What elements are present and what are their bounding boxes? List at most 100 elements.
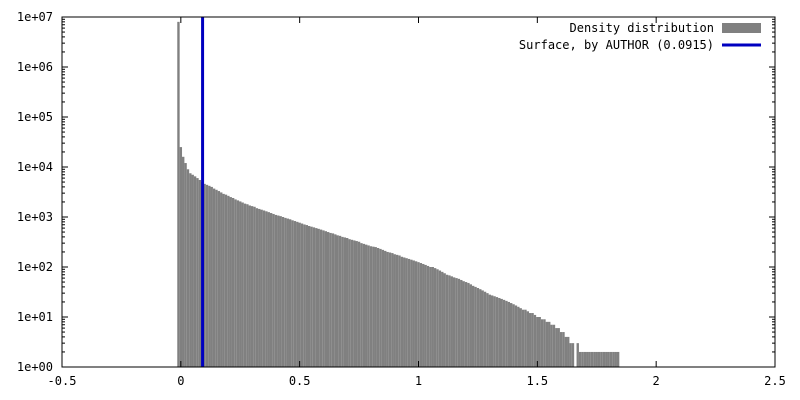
histogram-bar <box>250 206 254 367</box>
histogram-bar <box>317 228 320 367</box>
histogram-bar <box>217 191 221 367</box>
histogram-bar <box>177 21 180 367</box>
histogram-bar <box>331 233 335 367</box>
histogram-bar <box>191 174 194 367</box>
histogram-bar <box>557 328 560 367</box>
histogram-bar <box>182 156 185 367</box>
histogram-bar <box>586 351 589 367</box>
histogram-bar <box>346 238 349 367</box>
histogram-bar <box>507 301 511 367</box>
histogram-bar <box>224 194 228 367</box>
histogram-bar <box>571 343 575 367</box>
histogram-bar <box>433 268 437 367</box>
histogram-bar <box>381 249 385 367</box>
histogram-bar <box>550 324 553 367</box>
histogram-bar <box>600 351 603 367</box>
histogram-bar <box>452 277 456 367</box>
histogram-bar <box>184 163 187 367</box>
y-tick-label: 1e+03 <box>17 210 53 224</box>
legend-label: Surface, by AUTHOR (0.0915) <box>519 38 714 52</box>
histogram-bar <box>555 328 558 367</box>
histogram-bar <box>562 332 565 367</box>
histogram-bar <box>500 298 503 367</box>
histogram-bar <box>578 351 582 367</box>
histogram-bar <box>559 332 563 367</box>
histogram-bar <box>267 212 270 367</box>
histogram-bar <box>438 270 442 367</box>
y-tick-label: 1e+05 <box>17 110 53 124</box>
histogram-bar <box>429 267 432 367</box>
histogram-bar <box>581 351 584 367</box>
y-tick-label: 1e+01 <box>17 310 53 324</box>
histogram-bar <box>293 221 297 367</box>
histogram-bar <box>305 225 308 367</box>
histogram-bar <box>405 258 408 367</box>
histogram-bar <box>564 336 568 367</box>
histogram-bar <box>353 240 356 367</box>
histogram-bar <box>231 197 235 367</box>
histogram-bar <box>291 220 294 367</box>
histogram-bar <box>469 284 472 367</box>
histogram-bar <box>424 264 427 367</box>
histogram-bar <box>362 243 366 367</box>
histogram-bar <box>189 173 192 367</box>
histogram-bar <box>374 247 377 367</box>
x-tick-label: 0 <box>177 374 184 388</box>
histogram-bar <box>462 281 465 367</box>
histogram-bar <box>255 208 259 367</box>
histogram-bar <box>179 147 183 367</box>
histogram-bar <box>246 204 249 367</box>
histogram-bar <box>529 313 532 367</box>
histogram-bar <box>312 227 316 367</box>
y-tick-label: 1e+04 <box>17 160 53 174</box>
histogram-bar <box>281 217 285 367</box>
histogram-bar <box>298 222 301 367</box>
histogram-bar <box>186 169 190 367</box>
histogram-bar <box>274 214 278 367</box>
histogram-bar <box>576 343 579 367</box>
histogram-bar <box>410 259 413 367</box>
histogram-bar <box>365 244 368 367</box>
histogram-bar <box>376 247 380 367</box>
histogram-bar <box>343 237 347 367</box>
histogram-bar <box>234 199 237 367</box>
histogram-bar <box>388 252 392 367</box>
histogram-bar <box>372 246 375 367</box>
histogram-bar <box>538 317 541 367</box>
histogram-bar <box>341 236 344 367</box>
histogram-bar <box>614 351 617 367</box>
histogram-bar <box>590 351 594 367</box>
histogram-bar <box>407 258 411 367</box>
histogram-bar <box>481 290 484 367</box>
histogram-bar <box>279 216 282 367</box>
histogram-bar <box>284 217 287 367</box>
histogram-bar <box>595 351 598 367</box>
histogram-bar <box>540 319 544 367</box>
histogram-bar <box>597 351 601 367</box>
histogram-bar <box>602 351 606 367</box>
histogram-bar <box>519 308 522 367</box>
histogram-bar <box>272 213 275 367</box>
histogram-bar <box>205 184 209 367</box>
histogram-bar <box>236 200 240 367</box>
histogram-bar <box>567 336 570 367</box>
histogram-bar <box>239 201 242 367</box>
histogram-bar <box>609 351 613 367</box>
histogram-bar <box>514 305 518 367</box>
histogram-bar <box>324 231 327 367</box>
histogram-bar <box>277 215 280 367</box>
histogram-bar <box>288 219 292 367</box>
histogram-bar <box>545 321 549 367</box>
histogram-bar <box>517 306 520 367</box>
histogram-bar <box>403 257 406 367</box>
histogram-bar <box>417 262 420 367</box>
histogram-bar <box>505 300 508 367</box>
histogram-bar <box>220 192 223 367</box>
histogram-bar <box>395 254 399 367</box>
histogram-bar <box>319 229 323 367</box>
histogram-bar <box>357 241 361 367</box>
histogram-bar <box>208 185 211 367</box>
histogram-bar <box>490 295 494 367</box>
histogram-bar <box>419 263 423 367</box>
